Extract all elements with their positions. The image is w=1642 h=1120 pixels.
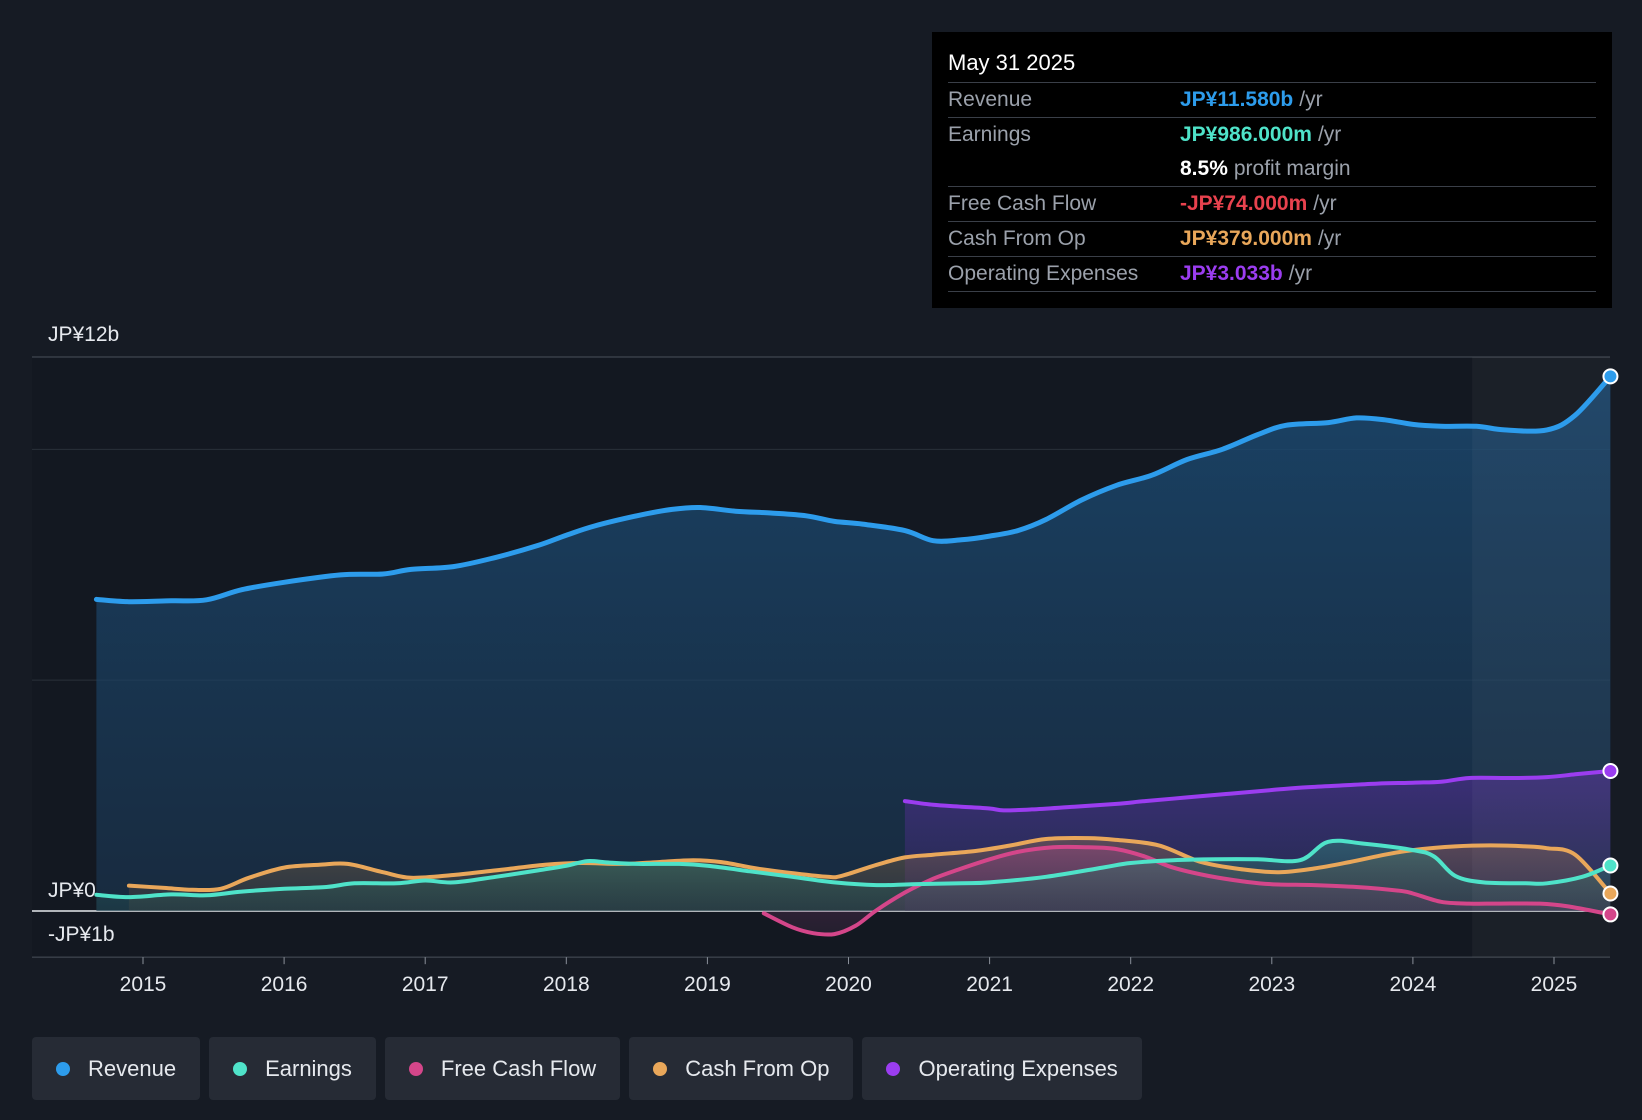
legend-dot-icon bbox=[886, 1061, 901, 1076]
legend-label: Cash From Op bbox=[685, 1055, 830, 1081]
tooltip-label: Operating Expenses bbox=[948, 262, 1139, 285]
y-tick-label: -JP¥1b bbox=[48, 923, 115, 946]
tooltip-unit: profit margin bbox=[1233, 157, 1351, 180]
tooltip-unit: /yr bbox=[1317, 123, 1342, 146]
legend-item-free-cash-flow[interactable]: Free Cash Flow bbox=[384, 1037, 621, 1100]
x-tick-label: 2020 bbox=[825, 973, 872, 996]
tooltip-unit: /yr bbox=[1288, 262, 1313, 285]
x-tick-label: 2022 bbox=[1107, 973, 1154, 996]
free-cash-flow-line bbox=[761, 844, 1613, 937]
y-tick-label: JP¥12b bbox=[48, 323, 119, 346]
x-tick-label: 2021 bbox=[966, 973, 1013, 996]
x-tick-label: 2015 bbox=[120, 973, 167, 996]
x-tick-label: 2017 bbox=[402, 973, 449, 996]
tooltip-value: JP¥379.000m bbox=[1180, 227, 1312, 250]
free-cash-flow-endpoint bbox=[1602, 906, 1619, 923]
tooltip-row-operating-expenses: Operating Expenses JP¥3.033b /yr bbox=[948, 257, 1596, 292]
legend-dot-icon bbox=[56, 1061, 70, 1076]
tooltip-label bbox=[948, 152, 1180, 186]
tooltip-row-cash-from-op: Cash From Op JP¥379.000m /yr bbox=[948, 222, 1596, 257]
tooltip-value: 8.5% bbox=[1180, 157, 1228, 180]
series-endpoints bbox=[1602, 368, 1619, 923]
operating-expenses-endpoint bbox=[1602, 762, 1619, 779]
legend-dot-icon bbox=[233, 1061, 248, 1076]
x-tick-label: 2018 bbox=[543, 973, 590, 996]
legend-item-revenue[interactable]: Revenue bbox=[32, 1037, 201, 1100]
tooltip-label: Revenue bbox=[948, 88, 1033, 111]
x-tick-label: 2019 bbox=[684, 973, 731, 996]
legend-label: Free Cash Flow bbox=[440, 1055, 597, 1081]
legend-item-earnings[interactable]: Earnings bbox=[209, 1037, 376, 1100]
tooltip-unit: /yr bbox=[1313, 192, 1337, 215]
earnings-area bbox=[96, 840, 1611, 911]
tooltip-unit: /yr bbox=[1317, 227, 1342, 250]
revenue-area bbox=[96, 376, 1611, 911]
earnings-line bbox=[94, 838, 1613, 900]
tooltip-label: Earnings bbox=[948, 123, 1031, 146]
legend-dot-icon bbox=[408, 1061, 423, 1076]
legend-label: Earnings bbox=[265, 1055, 352, 1081]
tooltip-row-earnings: Earnings JP¥986.000m /yr bbox=[948, 118, 1596, 152]
series-areas bbox=[96, 376, 1611, 935]
legend-item-operating-expenses[interactable]: Operating Expenses bbox=[862, 1037, 1142, 1100]
tooltip-value: JP¥3.033b bbox=[1180, 262, 1283, 285]
revenue-line bbox=[93, 373, 1613, 605]
cash-from-op-line bbox=[126, 835, 1613, 896]
series-lines bbox=[93, 373, 1613, 937]
tooltip-value: -JP¥74.000m bbox=[1180, 192, 1308, 215]
legend-label: Revenue bbox=[88, 1055, 177, 1081]
legend-dot-icon bbox=[653, 1061, 668, 1076]
y-tick-label: JP¥0 bbox=[48, 879, 96, 902]
tooltip-label: Free Cash Flow bbox=[948, 192, 1097, 215]
x-axis-labels: 2015 2016 2017 2018 2019 2020 2021 2022 2023 2024… bbox=[120, 957, 1578, 996]
y-axis-labels: JP¥12b JP¥0 -JP¥1b bbox=[48, 323, 119, 946]
x-tick-label: 2025 bbox=[1531, 973, 1578, 996]
tooltip-row-margin: 8.5% profit margin bbox=[948, 152, 1596, 187]
chart-area: JP¥12b JP¥0 -JP¥1b 2015 2016 2017 2018 2019 202… bbox=[32, 323, 1619, 996]
tooltip-row-free-cash-flow: Free Cash Flow -JP¥74.000m /yr bbox=[948, 187, 1596, 222]
tooltip-value: JP¥986.000m bbox=[1180, 123, 1312, 146]
legend-item-cash-from-op[interactable]: Cash From Op bbox=[629, 1037, 854, 1100]
revenue-endpoint bbox=[1602, 368, 1619, 385]
tooltip-row-revenue: Revenue JP¥11.580b /yr bbox=[948, 83, 1596, 118]
x-tick-label: 2023 bbox=[1248, 973, 1295, 996]
legend: Revenue Earnings Free Cash Flow Cash Fro… bbox=[32, 1037, 1142, 1100]
cash-from-op-endpoint bbox=[1602, 885, 1619, 902]
legend-label: Operating Expenses bbox=[918, 1055, 1118, 1081]
tooltip-unit: /yr bbox=[1299, 88, 1323, 111]
tooltip-label: Cash From Op bbox=[948, 227, 1086, 250]
x-tick-label: 2024 bbox=[1390, 973, 1437, 996]
x-tick-label: 2016 bbox=[261, 973, 308, 996]
operating-expenses-line bbox=[902, 769, 1613, 813]
earnings-endpoint bbox=[1602, 857, 1619, 874]
tooltip-date: May 31 2025 bbox=[948, 46, 1596, 83]
tooltip: May 31 2025 Revenue JP¥11.580b /yr Earni… bbox=[932, 32, 1612, 308]
tooltip-value: JP¥11.580b bbox=[1180, 88, 1294, 111]
